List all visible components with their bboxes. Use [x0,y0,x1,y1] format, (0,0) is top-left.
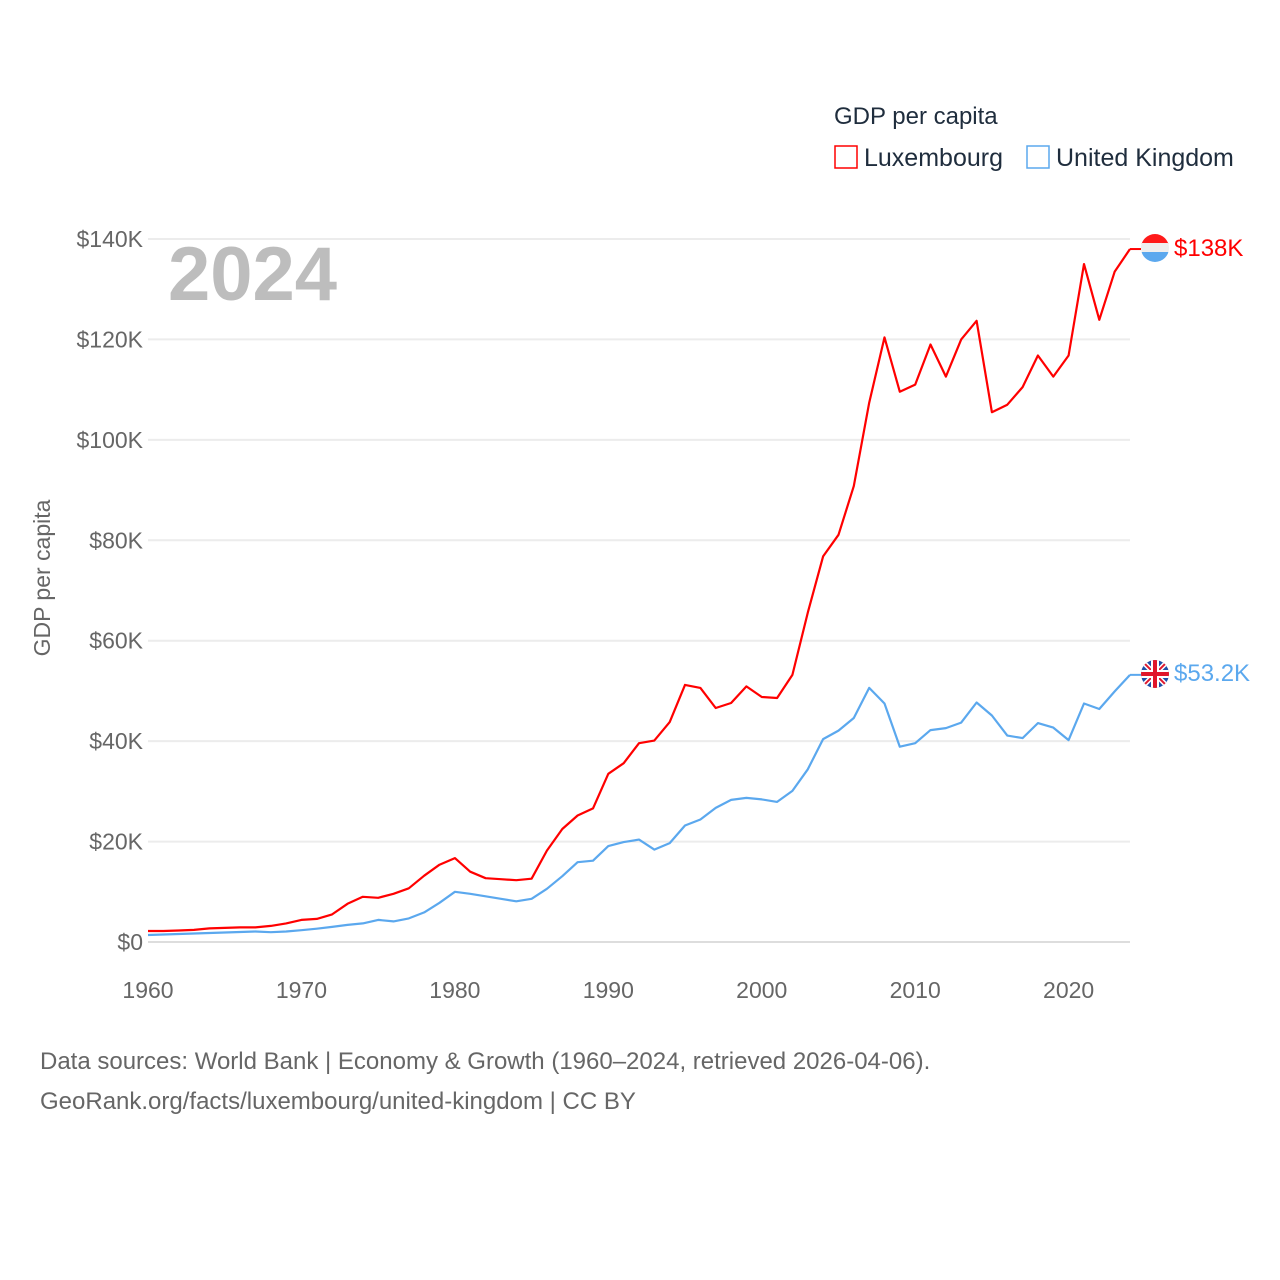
gridlines [148,238,1130,943]
y-tick-label: $120K [76,326,143,352]
legend-label-luxembourg[interactable]: Luxembourg [864,144,1003,172]
y-tick-label: $60K [89,628,143,654]
y-tick-label: $140K [76,226,143,252]
x-tick-label: 1960 [122,977,173,1003]
legend-swatch-luxembourg [834,145,858,169]
x-tick-label: 2020 [1043,977,1094,1003]
y-axis-ticks: $0 $20K $40K $60K $80K $100K $120K $140K [76,226,143,955]
uk-flag-icon [1141,660,1169,688]
luxembourg-flag-icon [1141,234,1169,262]
footer-sources: Data sources: World Bank | Economy & Gro… [40,1048,931,1075]
y-tick-label: $40K [89,728,143,754]
footer-link[interactable]: GeoRank.org/facts/luxembourg/united-king… [40,1088,636,1115]
x-tick-label: 2010 [890,977,941,1003]
legend-title: GDP per capita [834,103,998,130]
legend-label-united-kingdom[interactable]: United Kingdom [1056,144,1234,172]
end-label-luxembourg: $138K [1174,235,1243,262]
x-tick-label: 1970 [276,977,327,1003]
y-tick-label: $0 [117,929,143,955]
series-line-luxembourg [148,248,1131,933]
legend: GDP per capita Luxembourg United Kingdom [834,103,1234,172]
x-tick-label: 2000 [736,977,787,1003]
x-axis-ticks: 1960 1970 1980 1990 2000 2010 2020 [122,977,1094,1003]
x-tick-label: 1990 [583,977,634,1003]
y-tick-label: $20K [89,829,143,855]
y-axis-label: GDP per capita [29,499,55,656]
series-lines [147,248,1141,937]
legend-swatch-united-kingdom [1026,145,1050,169]
series-line-united-kingdom [147,674,1131,937]
y-tick-label: $100K [76,427,143,453]
y-tick-label: $80K [89,527,143,553]
end-label-united-kingdom: $53.2K [1174,660,1250,687]
x-tick-label: 1980 [429,977,480,1003]
footer: Data sources: World Bank | Economy & Gro… [40,1042,930,1122]
year-display: 2024 [168,232,337,317]
